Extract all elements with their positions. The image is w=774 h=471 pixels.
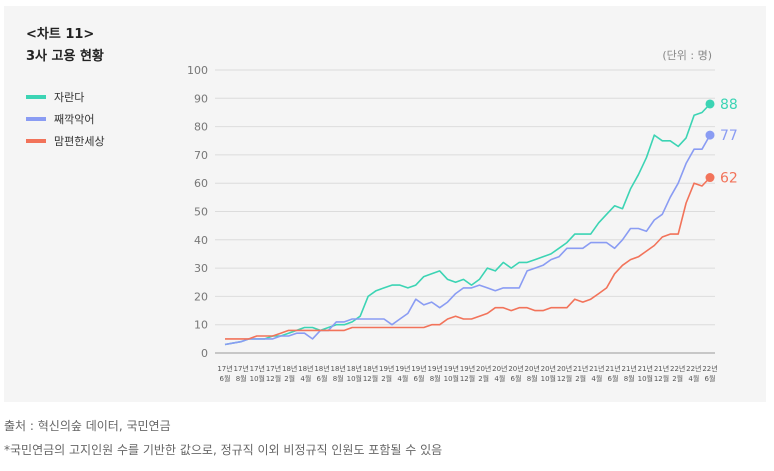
footnote: *국민연금의 고지인원 수를 기반한 값으로, 정규직 이외 비정규직 인원도 … (4, 443, 443, 457)
y-tick-label: 30 (194, 262, 208, 275)
x-tick-label-year: 17년 (217, 364, 232, 373)
x-tick-label-month: 12월 (557, 374, 572, 383)
y-tick-label: 80 (194, 121, 208, 134)
series-end-marker (705, 173, 715, 183)
y-tick-label: 60 (194, 177, 208, 190)
series-line (224, 134, 711, 346)
x-tick-label-year: 22년 (702, 364, 717, 373)
x-tick-label-month: 12월 (266, 374, 281, 383)
x-tick-label-year: 19년 (379, 364, 394, 373)
x-tick-label-year: 21년 (573, 364, 588, 373)
x-tick-label-month: 10월 (347, 374, 362, 383)
y-tick-label: 90 (194, 92, 208, 105)
x-tick-label-year: 18년 (330, 364, 345, 373)
x-tick-label-year: 18년 (363, 364, 378, 373)
x-tick-label-month: 6월 (317, 374, 328, 383)
x-tick-label-month: 10월 (444, 374, 459, 383)
x-tick-label-month: 2월 (284, 374, 295, 383)
x-tick-label-year: 18년 (314, 364, 329, 373)
x-tick-label-month: 4월 (688, 374, 699, 383)
x-tick-label-month: 6월 (511, 374, 522, 383)
x-tick-label-month: 8월 (333, 374, 344, 383)
y-tick-label: 100 (187, 64, 208, 77)
x-tick-label-year: 18년 (347, 364, 362, 373)
x-tick-label-month: 12월 (363, 374, 378, 383)
x-tick-label-year: 20년 (508, 364, 523, 373)
x-tick-label-month: 10월 (541, 374, 556, 383)
x-tick-label-year: 19년 (427, 364, 442, 373)
x-tick-label-year: 22년 (670, 364, 685, 373)
legend-item-jjaekkak: 째깍악어 (26, 111, 94, 127)
unit-label: (단위 : 명) (662, 49, 712, 62)
y-tick-label: 0 (201, 347, 208, 360)
legend-swatch (26, 95, 46, 99)
x-tick-label-year: 22년 (686, 364, 701, 373)
x-tick-label-year: 20년 (524, 364, 539, 373)
x-tick-label-month: 6월 (220, 374, 231, 383)
series-end-marker (705, 130, 715, 140)
series-end-label: 88 (720, 97, 738, 113)
x-tick-label-year: 19년 (395, 364, 410, 373)
x-tick-label-month: 6월 (705, 374, 716, 383)
y-tick-label: 50 (194, 206, 208, 219)
x-tick-label-year: 17년 (250, 364, 265, 373)
x-tick-label-year: 20년 (492, 364, 507, 373)
legend-label: 자란다 (54, 91, 85, 104)
y-tick-label: 10 (194, 319, 208, 332)
legend-item-mampyeon: 맘편한세상 (26, 133, 105, 149)
chart-panel (4, 6, 766, 402)
x-tick-label-month: 2월 (381, 374, 392, 383)
x-tick-label-month: 4월 (300, 374, 311, 383)
x-tick-label-month: 2월 (575, 374, 586, 383)
legend-swatch (26, 117, 46, 121)
chart-number: <차트 11> (26, 27, 95, 42)
x-tick-label-month: 10월 (638, 374, 653, 383)
source-note: 출처 : 혁신의숲 데이터, 국민연금 (4, 419, 171, 433)
x-tick-label-year: 20년 (557, 364, 572, 373)
x-tick-label-year: 19년 (460, 364, 475, 373)
x-tick-label-month: 2월 (478, 374, 489, 383)
x-tick-label-month: 4월 (494, 374, 505, 383)
x-tick-label-year: 17년 (233, 364, 248, 373)
legend-item-jaranda: 자란다 (26, 89, 84, 105)
series-line (224, 103, 711, 346)
x-tick-label-month: 6월 (414, 374, 425, 383)
x-tick-label-year: 18년 (298, 364, 313, 373)
x-tick-label-year: 21년 (638, 364, 653, 373)
x-tick-label-year: 19년 (444, 364, 459, 373)
x-tick-label-year: 20년 (476, 364, 491, 373)
x-tick-label-month: 4월 (591, 374, 602, 383)
x-tick-label-year: 19년 (411, 364, 426, 373)
y-tick-label: 40 (194, 234, 208, 247)
x-tick-label-month: 12월 (460, 374, 475, 383)
y-tick-label: 70 (194, 149, 208, 162)
x-tick-label-year: 18년 (282, 364, 297, 373)
x-tick-label-month: 12월 (654, 374, 669, 383)
x-tick-label-month: 6월 (608, 374, 619, 383)
x-tick-label-month: 8월 (624, 374, 635, 383)
y-tick-label: 20 (194, 290, 208, 303)
legend-label: 맘편한세상 (54, 135, 105, 148)
x-tick-label-year: 17년 (266, 364, 281, 373)
series-line (225, 176, 711, 340)
x-tick-label-month: 8월 (430, 374, 441, 383)
series-end-label: 62 (720, 171, 738, 187)
x-tick-label-month: 8월 (236, 374, 247, 383)
x-tick-label-year: 21년 (654, 364, 669, 373)
x-tick-label-year: 21년 (605, 364, 620, 373)
x-tick-label-month: 2월 (672, 374, 683, 383)
x-tick-label-year: 20년 (541, 364, 556, 373)
legend-swatch (26, 139, 46, 143)
x-tick-label-month: 8월 (527, 374, 538, 383)
series-end-label: 77 (720, 128, 738, 144)
x-tick-label-month: 10월 (250, 374, 265, 383)
chart-title: 3사 고용 현황 (26, 49, 104, 64)
x-tick-label-year: 21년 (589, 364, 604, 373)
series-end-marker (705, 99, 715, 109)
legend-label: 째깍악어 (54, 113, 95, 126)
x-tick-label-year: 21년 (621, 364, 636, 373)
x-tick-label-month: 4월 (397, 374, 408, 383)
